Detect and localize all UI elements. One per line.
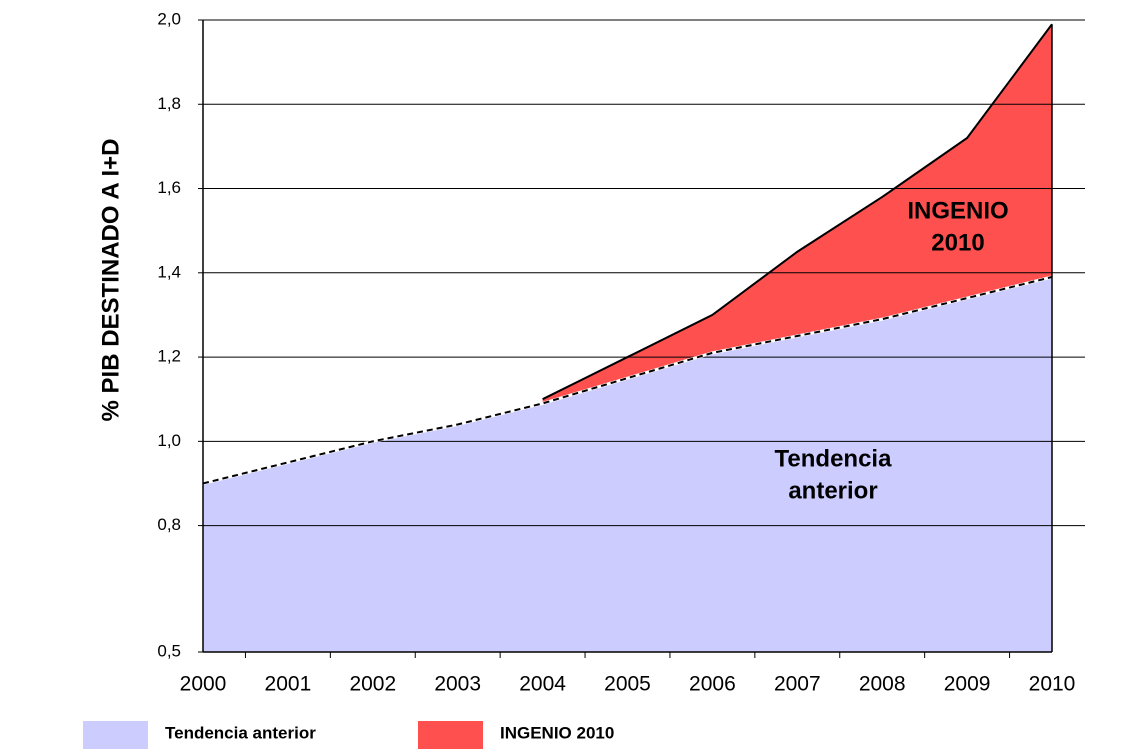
y-tick-label: 0,8 [157, 515, 181, 534]
legend-swatch [418, 721, 483, 749]
x-tick-label: 2007 [774, 673, 821, 696]
annotation: Tendencia [775, 445, 893, 472]
y-axis-label: % PIB DESTINADO A I+D [97, 139, 124, 422]
y-tick-label: 1,6 [157, 178, 181, 197]
annotation: INGENIO [907, 197, 1008, 224]
annotation: anterior [788, 477, 877, 504]
y-tick-label: 2,0 [157, 9, 181, 28]
y-tick-label: 1,0 [157, 431, 181, 450]
area [203, 277, 1052, 652]
y-tick-label: 1,2 [157, 347, 181, 366]
x-tick-label: 2004 [519, 673, 566, 696]
y-tick-label: 1,4 [157, 262, 181, 281]
x-tick-label: 2001 [265, 673, 312, 696]
x-tick-label: 2010 [1029, 673, 1076, 696]
y-tick-label: 1,8 [157, 94, 181, 113]
y-tick-label: 0,5 [157, 641, 181, 660]
x-tick-label: 2006 [689, 673, 736, 696]
x-tick-label: 2003 [434, 673, 481, 696]
x-tick-label: 2002 [349, 673, 396, 696]
line [542, 23, 1053, 401]
legend-swatch [83, 721, 148, 749]
legend-label: INGENIO 2010 [500, 723, 614, 742]
x-tick-label: 2009 [944, 673, 991, 696]
x-tick-label: 2008 [859, 673, 906, 696]
annotation: 2010 [931, 229, 984, 256]
line [202, 276, 1053, 485]
x-tick-label: 2000 [180, 673, 227, 696]
legend-label: Tendencia anterior [165, 723, 316, 742]
x-tick-label: 2005 [604, 673, 651, 696]
area [542, 24, 1052, 404]
